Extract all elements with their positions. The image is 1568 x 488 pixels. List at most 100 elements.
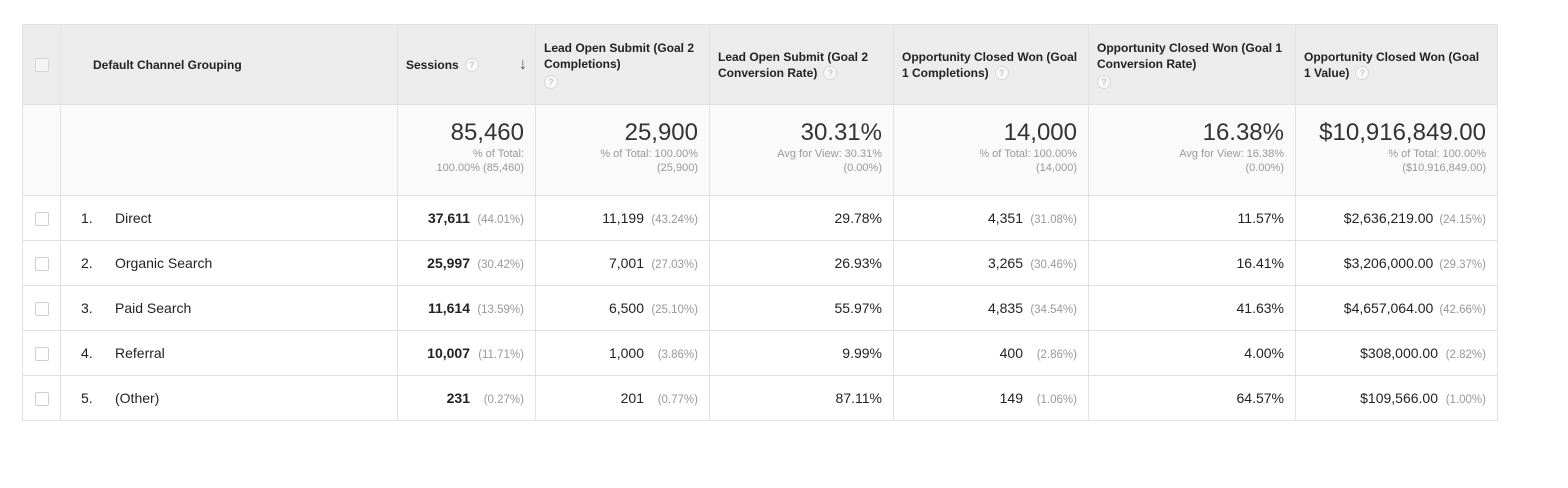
opp-rate-cell: 16.41% [1088,240,1296,286]
channel-name-cell: 1. Direct [60,195,398,241]
lead-rate-cell: 26.93% [709,240,894,286]
column-header-sessions[interactable]: Sessions? ↓ [397,24,536,105]
sessions-percent: (11.71%) [478,349,524,361]
opp-rate-cell: 4.00% [1088,330,1296,376]
total-opp-rate-note-2: (0.00%) [1245,162,1284,174]
help-circle-icon[interactable]: ? [994,66,1009,81]
column-header-opp-completions-label: Opportunity Closed Won (Goal 1 Completio… [902,49,1078,80]
column-header-opp-value[interactable]: Opportunity Closed Won (Goal 1 Value)? [1295,24,1498,105]
lead-rate-value: 26.93% [834,255,882,271]
opp-completions-cell: 3,265 (30.46%) [893,240,1089,286]
opp-completions-cell: 400 (2.86%) [893,330,1089,376]
opp-completions-percent: (1.06%) [1036,394,1077,406]
column-header-dimension[interactable]: Default Channel Grouping [60,24,398,105]
opp-value-cell: $2,636,219.00 (24.15%) [1295,195,1498,241]
opp-value-cell: $109,566.00 (1.00%) [1295,375,1498,421]
lead-rate-cell: 87.11% [709,375,894,421]
opp-completions-value: 149 [999,390,1023,406]
row-checkbox-cell [22,375,61,421]
column-header-lead-rate[interactable]: Lead Open Submit (Goal 2 Conversion Rate… [709,24,894,105]
arrow-down-icon[interactable]: ↓ [519,55,527,73]
opp-value-value: $109,566.00 [1360,390,1438,406]
table-row: 5. (Other) 231 (0.27%) 201 (0.77%) 87.11% 1… [22,375,1498,421]
column-header-lead-rate-label: Lead Open Submit (Goal 2 Conversion Rate… [718,49,869,80]
opp-completions-cell: 149 (1.06%) [893,375,1089,421]
channel-name-cell: 3. Paid Search [60,285,398,331]
total-lead-completions-value: 25,900 [624,119,698,146]
sessions-percent: (0.27%) [483,394,524,406]
column-header-opp-rate-label: Opportunity Closed Won (Goal 1 Conversio… [1097,41,1283,71]
total-opp-completions: 14,000 % of Total: 100.00% (14,000) [893,104,1089,196]
row-number: 2. [81,255,93,271]
channel-link[interactable]: Direct [115,210,152,226]
total-opp-value-note: % of Total: 100.00% [1388,148,1486,160]
total-sessions-note: % of Total: [472,148,524,160]
column-header-lead-completions[interactable]: Lead Open Submit (Goal 2 Completions) ? [535,24,710,105]
opp-rate-value: 41.63% [1236,300,1284,316]
lead-completions-cell: 6,500 (25.10%) [535,285,710,331]
total-lead-completions-note: % of Total: 100.00% [600,148,698,160]
opp-completions-cell: 4,351 (31.08%) [893,195,1089,241]
row-number: 4. [81,345,93,361]
lead-completions-percent: (0.77%) [657,394,698,406]
select-all-checkbox[interactable] [34,58,49,73]
sessions-value: 10,007 [427,345,470,361]
opp-value-cell: $308,000.00 (2.82%) [1295,330,1498,376]
total-lead-rate-value: 30.31% [800,119,882,146]
total-opp-value-note-2: ($10,916,849.00) [1402,162,1486,174]
opp-completions-value: 400 [999,345,1023,361]
lead-rate-value: 9.99% [842,345,882,361]
totals-label-cell [60,104,398,196]
lead-rate-cell: 55.97% [709,285,894,331]
total-opp-rate: 16.38% Avg for View: 16.38% (0.00%) [1088,104,1296,196]
row-checkbox[interactable] [35,302,49,317]
channel-link[interactable]: (Other) [115,390,160,406]
row-checkbox[interactable] [35,212,49,227]
channel-link[interactable]: Paid Search [115,300,192,316]
total-opp-value: $10,916,849.00 % of Total: 100.00% ($10,… [1295,104,1498,196]
lead-completions-value: 6,500 [608,300,644,316]
lead-completions-percent: (43.24%) [651,214,698,226]
opp-value-value: $4,657,064.00 [1343,300,1434,316]
opp-completions-percent: (31.08%) [1030,214,1077,226]
row-checkbox[interactable] [35,392,49,407]
row-checkbox[interactable] [35,257,49,272]
help-circle-icon[interactable]: ? [544,75,558,89]
header-row: Default Channel Grouping Sessions? ↓ Lea… [22,24,1498,105]
select-all-cell [22,24,61,105]
sessions-cell: 231 (0.27%) [397,375,536,421]
lead-completions-cell: 1,000 (3.86%) [535,330,710,376]
column-header-opp-completions[interactable]: Opportunity Closed Won (Goal 1 Completio… [893,24,1089,105]
lead-completions-cell: 11,199 (43.24%) [535,195,710,241]
total-opp-value-value: $10,916,849.00 [1319,119,1486,146]
help-circle-icon[interactable]: ? [1097,75,1111,89]
help-circle-icon[interactable]: ? [823,66,838,81]
channel-link[interactable]: Referral [115,345,165,361]
opp-value-percent: (24.15%) [1439,214,1486,226]
opp-completions-value: 4,835 [987,300,1023,316]
sessions-cell: 37,611 (44.01%) [397,195,536,241]
lead-rate-value: 29.78% [834,210,882,226]
lead-completions-value: 11,199 [602,210,644,226]
column-header-opp-value-label: Opportunity Closed Won (Goal 1 Value) [1304,49,1480,80]
help-circle-icon[interactable]: ? [464,58,479,73]
sessions-percent: (44.01%) [477,214,524,226]
opp-value-value: $308,000.00 [1360,345,1438,361]
table-row: 1. Direct 37,611 (44.01%) 11,199 (43.24%) 2… [22,195,1498,241]
channel-name-cell: 2. Organic Search [60,240,398,286]
lead-rate-cell: 9.99% [709,330,894,376]
total-lead-completions-note-2: (25,900) [657,162,698,174]
column-header-sessions-label: Sessions [406,57,459,72]
channel-report-table: Default Channel Grouping Sessions? ↓ Lea… [22,24,1498,421]
lead-completions-percent: (3.86%) [657,349,698,361]
column-header-opp-rate[interactable]: Opportunity Closed Won (Goal 1 Conversio… [1088,24,1296,105]
channel-link[interactable]: Organic Search [115,255,213,271]
opp-value-percent: (42.66%) [1439,304,1486,316]
lead-rate-cell: 29.78% [709,195,894,241]
row-checkbox[interactable] [35,347,49,362]
opp-value-cell: $4,657,064.00 (42.66%) [1295,285,1498,331]
total-lead-rate-note-2: (0.00%) [843,162,882,174]
opp-rate-value: 4.00% [1244,345,1284,361]
row-number: 3. [81,300,93,316]
help-circle-icon[interactable]: ? [1355,66,1370,81]
